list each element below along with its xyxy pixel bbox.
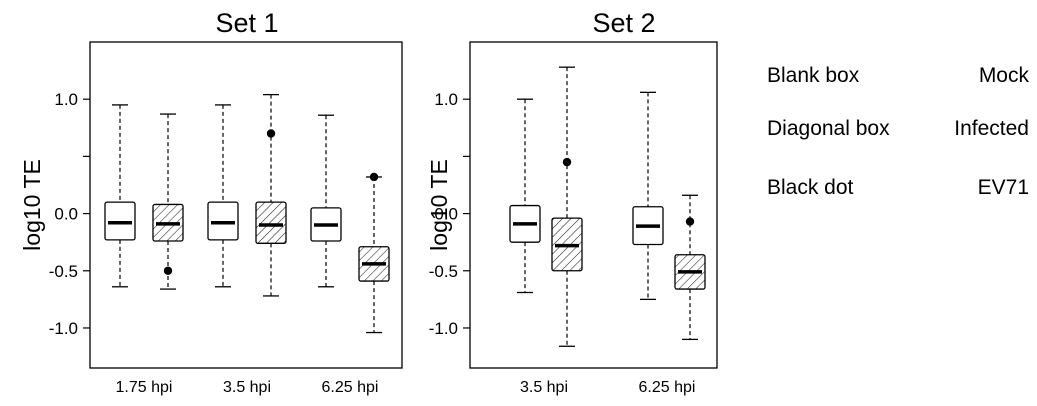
y-axis-label: log10 TE	[19, 159, 45, 251]
outlier-6-25-hpi-infected	[369, 172, 379, 182]
y-axis-label: log10 TE	[426, 159, 452, 251]
legend-row-infected: Diagonal box Infected	[767, 114, 1029, 144]
y-tick-label: 0.0	[434, 205, 458, 224]
outlier-3-5-hpi-infected	[562, 157, 572, 167]
y-tick-label: -0.5	[49, 262, 78, 281]
box-3-5-hpi-infected	[255, 201, 287, 244]
y-tick-label: -1.0	[49, 319, 78, 338]
legend-row-mock: Blank box Mock	[767, 61, 1029, 91]
legend-meaning-mock: Mock	[978, 64, 1029, 87]
legend-row-ev71: Black dot EV71	[767, 173, 1029, 203]
set-2-panel: Set 2 log10 TE 1.0 0.0 -0.5 -1.0 3.5 hpi 6.25 h…	[426, 8, 718, 396]
chart-title: Set 1	[215, 8, 278, 38]
legend-symbol-black-dot: Black dot	[767, 176, 854, 199]
outlier-3-5-hpi-infected	[266, 129, 276, 138]
y-tick-label: -0.5	[429, 262, 458, 281]
x-tick-label-3-5-hpi: 3.5 hpi	[520, 379, 568, 396]
legend-meaning-ev71: EV71	[977, 176, 1029, 199]
y-tick-label: 0.0	[54, 205, 78, 224]
chart-title: Set 2	[592, 8, 655, 38]
y-tick-label: 1.0	[54, 90, 78, 109]
plot-frame	[89, 41, 403, 369]
y-tick-label: 1.0	[434, 90, 458, 109]
x-tick-label-6-25-hpi: 6.25 hpi	[322, 379, 379, 396]
plot-frame	[469, 41, 718, 369]
outlier-1-75-hpi-infected	[163, 266, 173, 275]
y-tick-label: -1.0	[429, 319, 458, 338]
legend-symbol-diagonal-box: Diagonal box	[767, 117, 890, 140]
outlier-6-25-hpi-infected	[685, 217, 695, 226]
x-tick-label-6-25-hpi: 6.25 hpi	[639, 379, 696, 396]
x-tick-label-3-5-hpi: 3.5 hpi	[223, 379, 271, 396]
legend-symbol-blank-box: Blank box	[767, 64, 860, 87]
x-tick-label-1-75-hpi: 1.75 hpi	[116, 379, 173, 396]
set-1-panel: Set 1 log10 TE 1.0 0.0 -0.5 -1.0 1.75 hpi 3.5 h…	[19, 8, 403, 396]
legend-meaning-infected: Infected	[954, 117, 1029, 140]
